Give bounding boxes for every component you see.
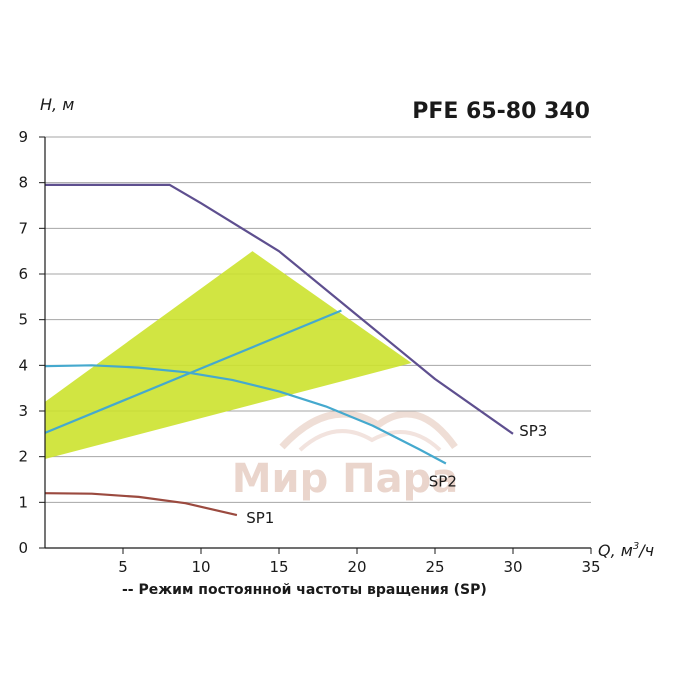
series-label-sp1: SP1 [246,509,274,527]
y-tick-label-5: 5 [18,311,28,329]
x-tick-label-15: 15 [269,558,288,576]
series-line-sp2 [44,364,447,465]
chart-title: PFE 65-80 340 [412,99,590,124]
x-tick-label-25: 25 [425,558,444,576]
watermark: Мир Пара [232,410,458,502]
y-tick-label-4: 4 [18,356,28,374]
y-tick-label-3: 3 [18,402,28,420]
series-group [44,183,514,517]
y-tick-label-7: 7 [18,219,28,237]
y-tick-label-1: 1 [18,493,28,511]
y-tick-label-6: 6 [18,265,28,283]
series-line-sp3 [45,183,514,435]
series-line-sp1 [44,492,238,517]
series-label-sp2: SP2 [429,472,457,490]
y-tick-label-8: 8 [18,174,28,192]
series-line-sp2-line [44,309,342,434]
y-axis-title: H, м [40,95,74,114]
series-labels: SP3 SP2 SP1 [246,422,547,527]
watermark-arc-inner [298,429,442,452]
y-tick-label-9: 9 [18,128,28,146]
working-area-region [45,251,412,459]
watermark-arc-outer [279,410,458,450]
tick-labels: 5 10 15 20 25 30 35 0 1 2 3 4 5 6 7 8 9 [18,128,600,576]
chart-caption: -- Режим постоянной частоты вращения (SP… [122,582,487,598]
y-tick-label-2: 2 [18,448,28,466]
y-tick-label-0: 0 [18,539,28,557]
x-axis-title: Q, м3/ч [598,541,654,560]
x-tick-label-5: 5 [118,558,128,576]
x-axis-title-prefix: Q, м [598,541,633,560]
axes [39,136,592,554]
series-label-sp3: SP3 [519,422,547,440]
watermark-text: Мир Пара [232,456,458,502]
x-tick-label-35: 35 [581,558,600,576]
x-axis-title-suffix: /ч [637,541,654,560]
x-tick-label-30: 30 [503,558,522,576]
x-axis-title-sup: 3 [633,541,639,552]
x-tick-label-20: 20 [347,558,366,576]
x-tick-label-10: 10 [191,558,210,576]
working-area-polygon [45,251,412,459]
